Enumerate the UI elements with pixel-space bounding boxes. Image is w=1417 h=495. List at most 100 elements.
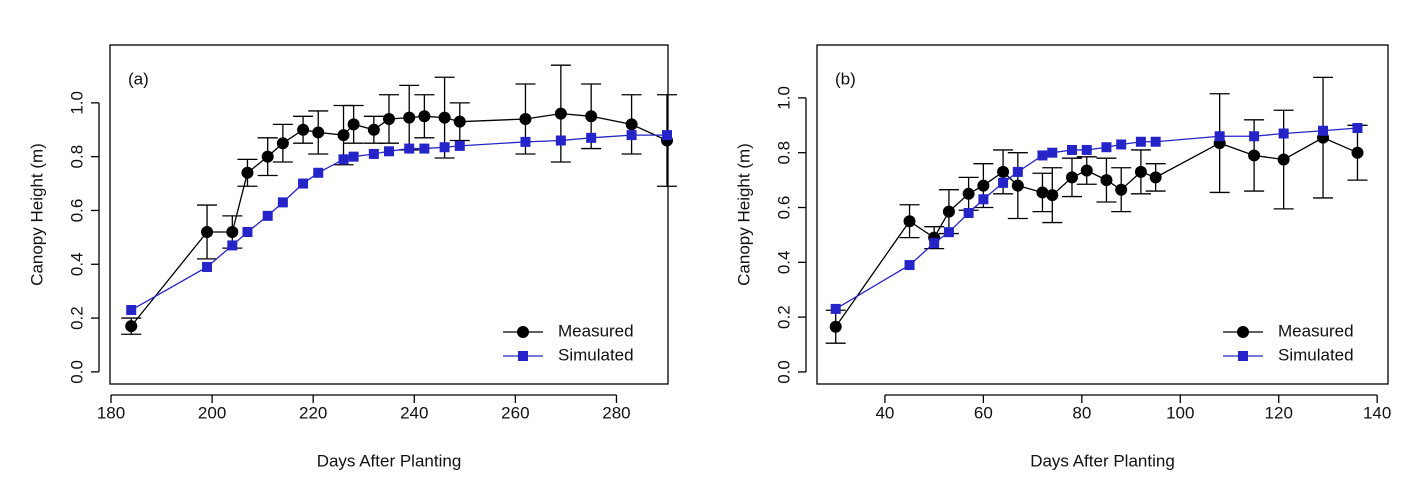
data-point	[313, 167, 324, 178]
data-point	[1036, 186, 1049, 199]
data-point	[347, 118, 360, 131]
data-point	[1318, 125, 1329, 136]
data-point	[929, 238, 940, 249]
data-point	[126, 305, 137, 316]
legend-entry: Measured	[503, 321, 634, 340]
data-point	[1046, 189, 1059, 202]
legend-entry: Simulated	[1223, 345, 1354, 364]
data-point	[439, 142, 450, 153]
data-point	[1101, 142, 1112, 153]
legend-marker	[1238, 351, 1248, 361]
data-point	[978, 194, 989, 205]
data-point	[242, 226, 253, 237]
data-point	[1135, 136, 1146, 147]
data-point	[227, 240, 238, 251]
data-point	[555, 135, 566, 146]
data-point	[312, 126, 325, 139]
series-line	[130, 134, 667, 311]
x-axis-label: Days After Planting	[1030, 451, 1175, 470]
data-point	[997, 165, 1010, 178]
data-point	[1065, 171, 1078, 184]
y-tick-label: 1.0	[774, 86, 793, 110]
data-point	[1150, 136, 1161, 147]
data-point	[903, 215, 916, 228]
data-point	[1278, 128, 1289, 139]
data-point	[202, 261, 213, 272]
legend-label: Measured	[1278, 321, 1354, 340]
data-point	[262, 210, 273, 221]
data-point	[403, 111, 416, 124]
data-point	[297, 123, 310, 136]
data-point	[1080, 164, 1093, 177]
data-point	[1037, 150, 1048, 161]
series-line	[835, 136, 1358, 328]
data-point	[1214, 131, 1225, 142]
x-axis-label: Days After Planting	[317, 451, 462, 470]
data-point	[626, 130, 637, 141]
legend-marker	[518, 351, 528, 361]
x-tick-label: 220	[299, 403, 327, 422]
x-tick-label: 280	[602, 403, 630, 422]
panel: 40 60 80 100 120 140 0.0 0.2 0.4 0.6 0.8 1.0 Days Af…	[734, 44, 1391, 470]
panel-label: (b)	[835, 69, 856, 88]
data-point	[554, 107, 567, 120]
data-point	[348, 151, 359, 162]
data-point	[1011, 179, 1024, 192]
data-point	[520, 136, 531, 147]
y-axis-label: Canopy Height (m)	[734, 143, 753, 286]
data-point	[276, 137, 289, 150]
x-tick-label: 260	[501, 403, 529, 422]
legend-marker	[1237, 326, 1249, 338]
data-point	[962, 187, 975, 200]
data-point	[998, 177, 1009, 188]
data-point	[830, 303, 841, 314]
legend-label: Simulated	[558, 345, 634, 364]
data-point	[1352, 123, 1363, 134]
data-point	[454, 140, 465, 151]
data-point	[1351, 146, 1364, 159]
data-point	[261, 150, 274, 163]
panel: 180 200 220 240 260 280 0.0 0.2 0.4 0.6 0.8 1.0 Days…	[27, 44, 677, 470]
data-point	[201, 225, 214, 238]
x-tick-label: 120	[1265, 403, 1293, 422]
data-point	[226, 225, 239, 238]
data-point	[1249, 131, 1260, 142]
x-tick-label: 60	[974, 403, 993, 422]
data-point	[368, 148, 379, 159]
y-tick-label: 0.6	[774, 196, 793, 220]
x-tick-label: 80	[1072, 403, 1091, 422]
data-point	[1277, 153, 1290, 166]
data-point	[298, 178, 309, 189]
data-point	[1012, 166, 1023, 177]
y-tick-label: 0.8	[774, 141, 793, 165]
data-point	[943, 227, 954, 238]
data-point	[337, 129, 350, 142]
data-point	[1115, 183, 1128, 196]
data-point	[1100, 174, 1113, 187]
data-point	[625, 118, 638, 131]
data-point	[338, 154, 349, 165]
x-tick-label: 240	[400, 403, 428, 422]
y-tick-label: 0.0	[67, 360, 86, 384]
data-point	[384, 146, 394, 157]
data-point	[586, 132, 597, 143]
data-point	[404, 143, 415, 154]
y-tick-label: 1.0	[67, 91, 86, 115]
x-tick-label: 140	[1363, 403, 1391, 422]
x-tick-label: 180	[97, 403, 125, 422]
data-point	[585, 110, 598, 123]
data-point	[277, 197, 288, 208]
legend-label: Measured	[558, 321, 634, 340]
data-point	[367, 123, 380, 136]
data-point	[418, 110, 431, 123]
data-point	[1134, 165, 1147, 178]
legend-entry: Measured	[1223, 321, 1354, 340]
data-point	[383, 112, 395, 125]
plot-box	[109, 44, 669, 385]
x-tick-label: 40	[875, 403, 894, 422]
data-point	[1081, 144, 1092, 155]
x-tick-label: 200	[198, 403, 226, 422]
data-point	[1248, 149, 1261, 162]
data-point	[661, 130, 672, 141]
